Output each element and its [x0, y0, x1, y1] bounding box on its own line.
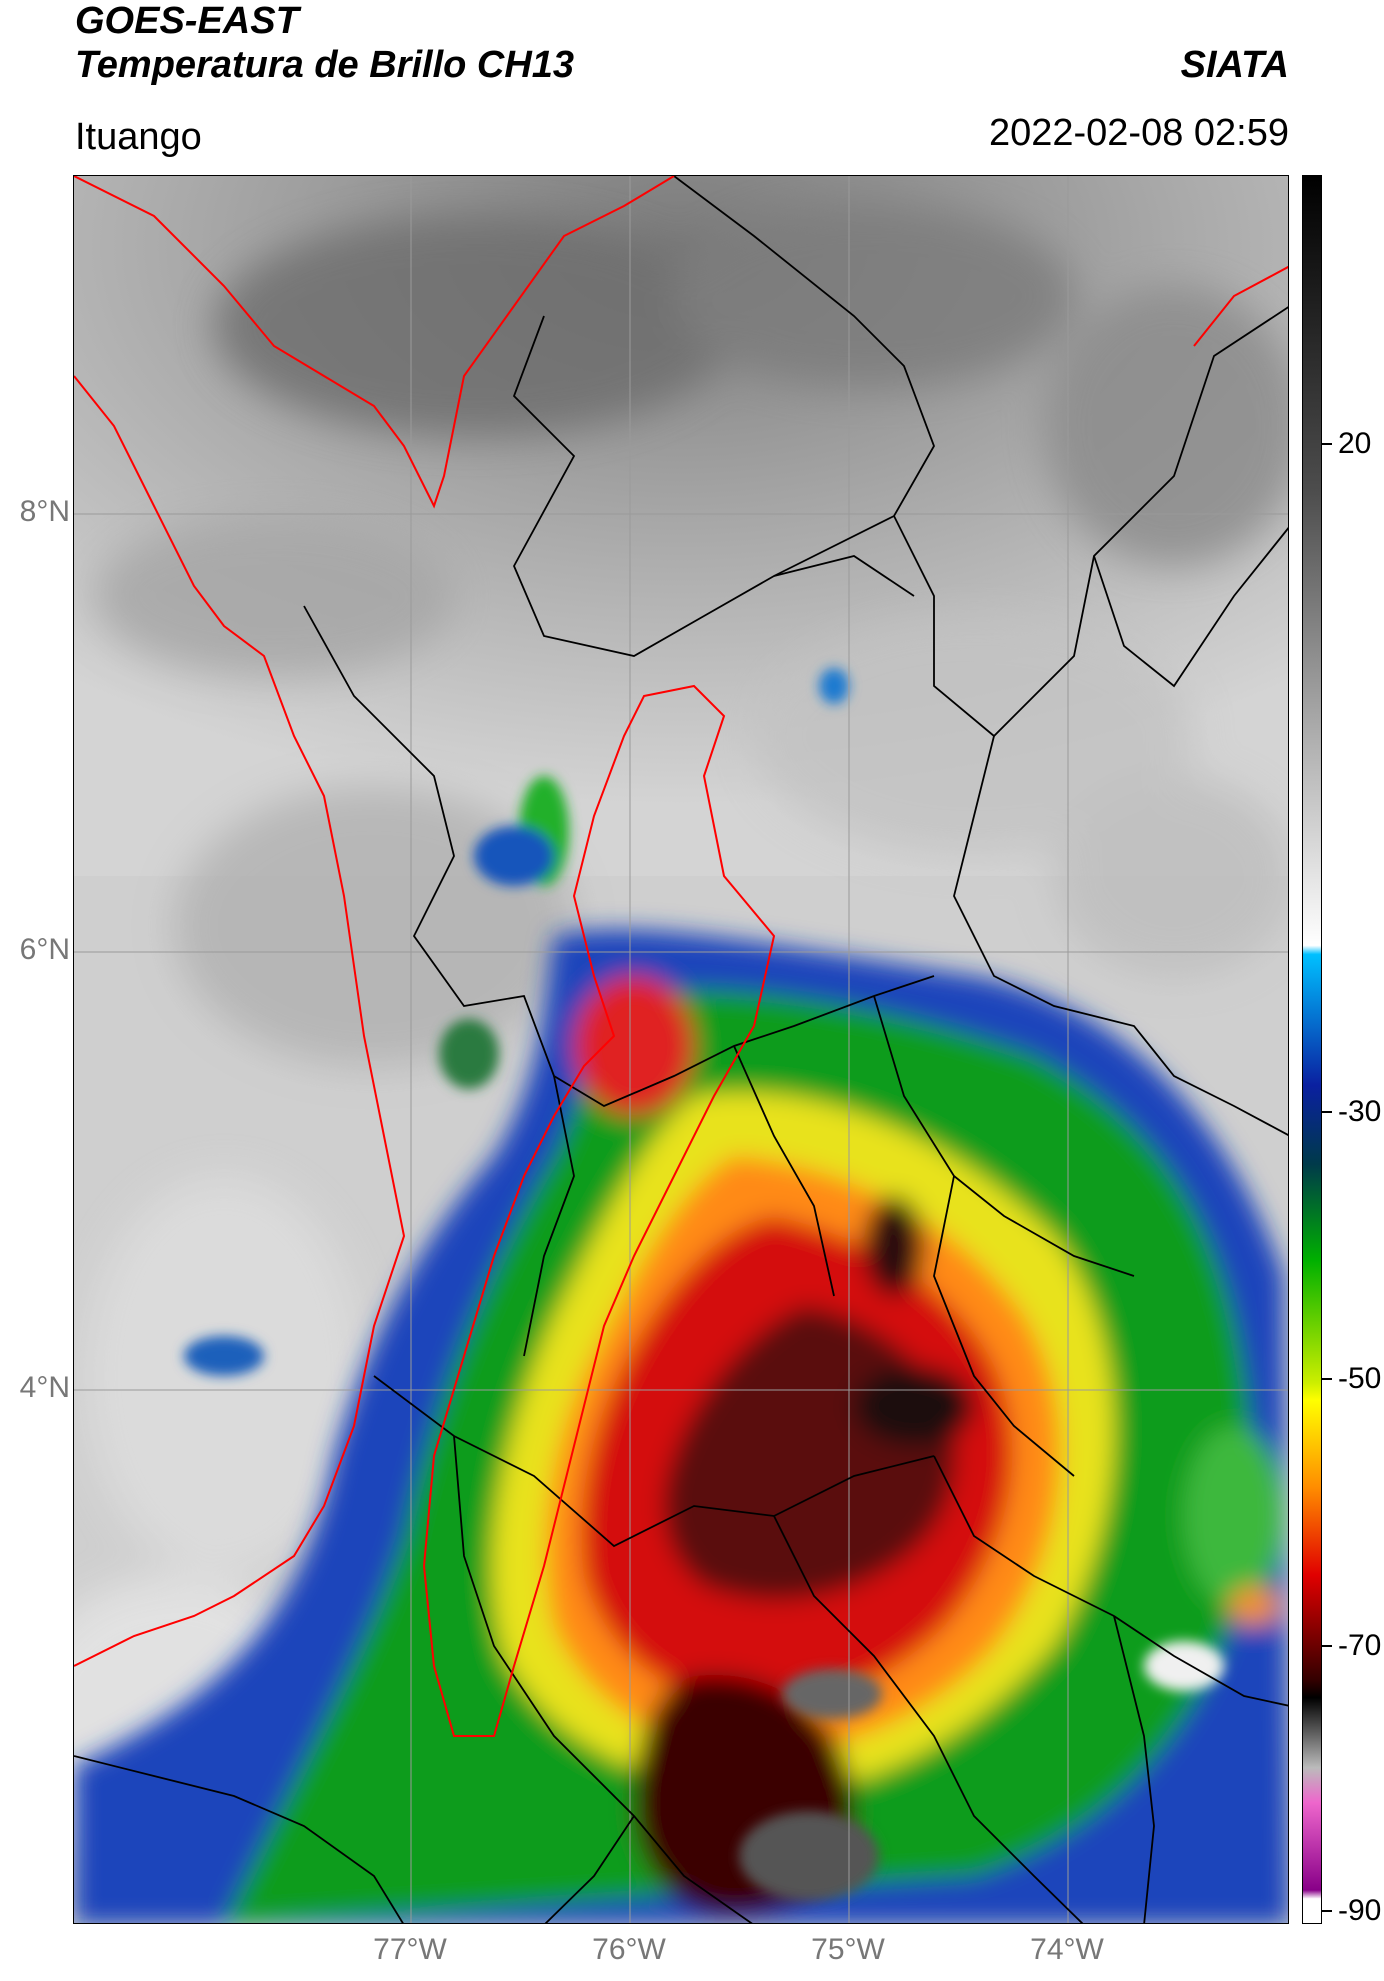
location-label: Ituango: [75, 116, 202, 158]
lon-label-77w: 77°W: [373, 1933, 447, 1966]
coastline: [74, 176, 1288, 1737]
map-gridlines: [74, 176, 1288, 1923]
temperature-colorbar: [1302, 175, 1322, 1924]
colorbar-tick: [1322, 1111, 1332, 1113]
lat-label-8n: 8°N: [19, 495, 70, 528]
colorbar-label-minus30: -30: [1338, 1095, 1382, 1128]
colorbar-label-minus50: -50: [1338, 1362, 1382, 1395]
brand-label: SIATA: [1180, 44, 1289, 86]
lat-label-6n: 6°N: [19, 933, 70, 966]
colorbar-tick: [1322, 443, 1332, 445]
lon-label-75w: 75°W: [811, 1933, 885, 1966]
product-subtitle: Temperatura de Brillo CH13: [75, 44, 575, 86]
lon-label-74w: 74°W: [1030, 1933, 1104, 1966]
lat-label-4n: 4°N: [19, 1371, 70, 1404]
department-borders: [74, 176, 1288, 1923]
colorbar-label-minus70: -70: [1338, 1629, 1382, 1662]
colorbar-tick: [1322, 1645, 1332, 1647]
product-title: GOES-EAST: [75, 0, 299, 42]
timestamp-label: 2022-02-08 02:59: [988, 112, 1289, 154]
colorbar-label-minus90: -90: [1338, 1894, 1382, 1927]
colorbar-label-20: 20: [1338, 427, 1372, 460]
lon-label-76w: 76°W: [592, 1933, 666, 1966]
colorbar-tick: [1322, 1910, 1332, 1912]
brightness-temperature-field: [74, 176, 1288, 1923]
colorbar-tick: [1322, 1378, 1332, 1380]
satellite-map: [73, 175, 1289, 1924]
